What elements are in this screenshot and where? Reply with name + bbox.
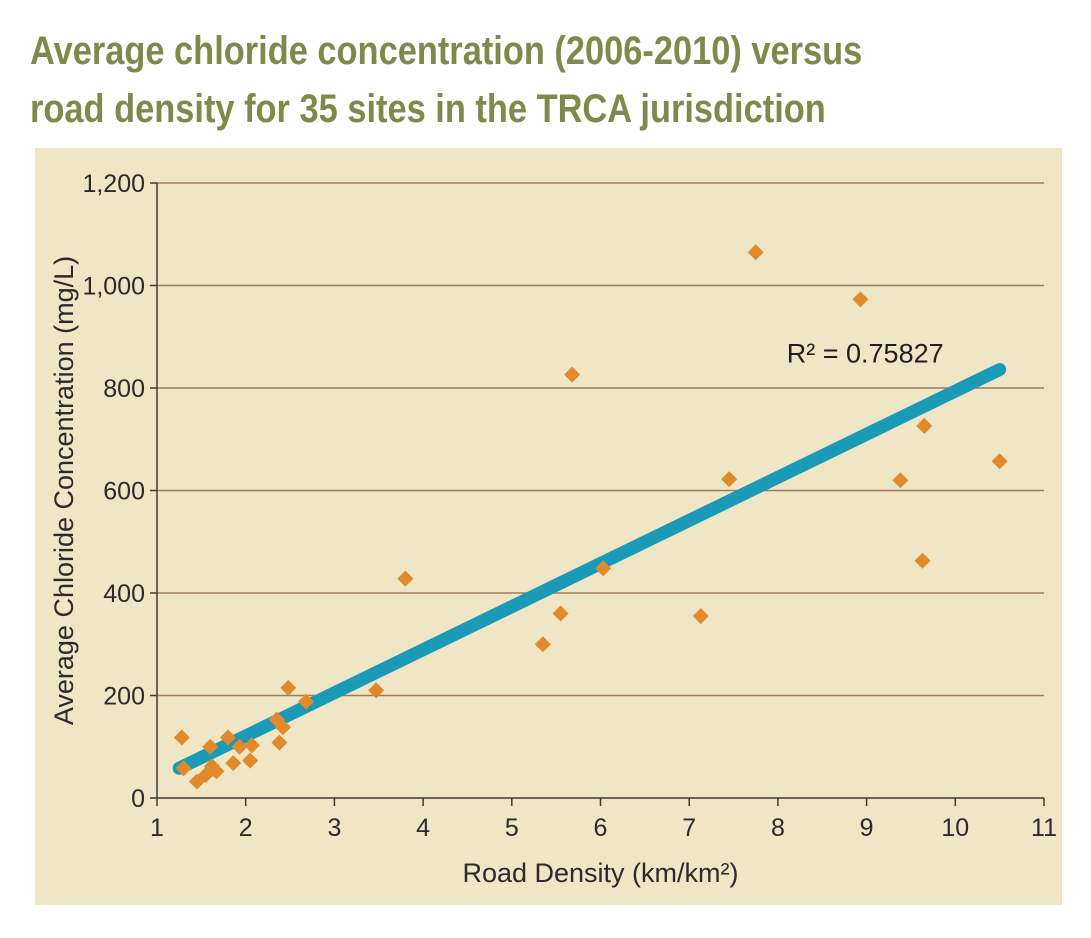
data-points [173, 244, 1008, 790]
data-point-24 [692, 608, 709, 625]
data-point-7 [208, 763, 225, 780]
data-point-12 [243, 737, 260, 754]
data-point-20 [534, 636, 551, 653]
y-tick-label: 1,000 [82, 273, 145, 301]
trendline [172, 363, 1007, 775]
chart-title: Average chloride concentration (2006-201… [30, 29, 863, 131]
trendline-layer [172, 363, 1007, 775]
y-tick-label: 0 [131, 785, 145, 813]
data-point-23 [595, 560, 612, 577]
annotations: R² = 0.75827 [787, 338, 944, 368]
y-tick-label: 200 [103, 683, 145, 711]
x-tick-label: 11 [1031, 814, 1057, 842]
data-point-19 [397, 570, 414, 587]
data-point-31 [991, 453, 1008, 470]
data-point-28 [892, 472, 909, 489]
x-tick-label: 9 [860, 814, 874, 842]
y-tick-label: 1,200 [82, 170, 145, 198]
tick-labels: 0 200 400 600 800 1,000 1,200 1 2 3 4 5 6 7 8 9 10 11 [82, 170, 1057, 842]
data-point-11 [242, 752, 259, 769]
y-tick-label: 400 [103, 580, 145, 608]
data-point-21 [552, 605, 569, 622]
data-point-16 [280, 679, 297, 696]
grid-lines [157, 182, 1044, 697]
x-tick-label: 7 [682, 814, 696, 842]
y-axis-title: Average Chloride Concentration (mg/L) [49, 256, 79, 725]
data-point-8 [219, 729, 236, 746]
x-tick-label: 4 [416, 814, 430, 842]
data-point-2 [175, 760, 192, 777]
data-point-15 [274, 719, 291, 736]
x-tick-label: 10 [941, 814, 969, 842]
data-point-1 [173, 729, 190, 746]
data-point-14 [271, 734, 288, 751]
data-point-30 [916, 417, 933, 434]
data-point-26 [747, 244, 764, 261]
data-point-17 [298, 693, 315, 710]
x-axis-title: Road Density (km/km²) [462, 858, 738, 888]
x-tick-label: 1 [150, 814, 164, 842]
x-tick-label: 8 [771, 814, 785, 842]
axes [150, 182, 1045, 806]
r-squared-annotation: R² = 0.75827 [787, 338, 944, 368]
x-tick-label: 6 [594, 814, 608, 842]
data-point-9 [225, 755, 242, 772]
data-point-27 [852, 291, 869, 308]
x-tick-label: 2 [239, 814, 253, 842]
data-point-25 [721, 471, 738, 488]
data-point-22 [564, 366, 581, 383]
data-point-10 [231, 738, 248, 755]
y-tick-label: 600 [103, 478, 145, 506]
data-point-29 [914, 552, 931, 569]
x-tick-label: 3 [327, 814, 341, 842]
y-tick-label: 800 [103, 375, 145, 403]
x-tick-label: 5 [505, 814, 519, 842]
data-point-5 [202, 738, 219, 755]
data-point-18 [368, 682, 385, 699]
